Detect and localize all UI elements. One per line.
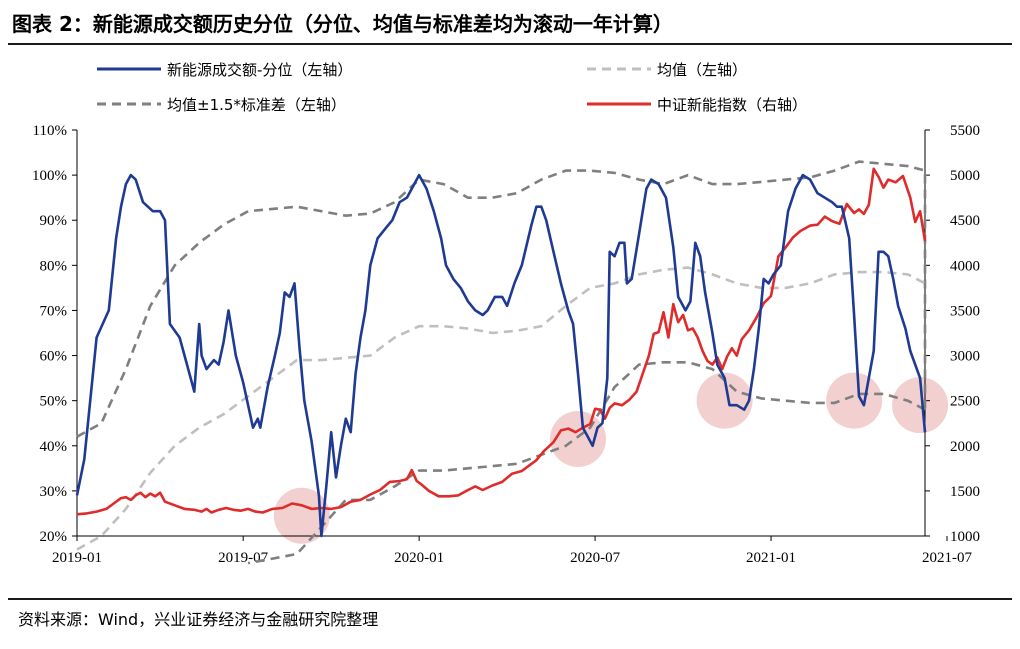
highlight-circle-3	[696, 372, 753, 429]
left-tick-label: 60%	[40, 349, 68, 365]
source-note: 资料来源：Wind，兴业证券经济与金融研究院整理	[18, 610, 379, 629]
right-tick-label: 2000	[950, 439, 980, 455]
left-tick-label: 80%	[40, 258, 68, 274]
series-band-lower	[247, 361, 926, 565]
title-rule	[8, 43, 1012, 45]
right-tick-label: 3000	[950, 349, 980, 365]
x-tick-label: 2020-01	[394, 550, 444, 566]
chart-canvas: 20% 30% 40% 50% 60% 70% 80% 90% 100% 110% 1000 1500…	[32, 61, 980, 566]
left-tick-label: 110%	[33, 123, 67, 139]
highlight-circle-2	[549, 411, 606, 468]
highlight-circle-1	[273, 487, 330, 544]
x-tick-label: 2020-07	[570, 550, 620, 566]
left-tick-label: 50%	[40, 394, 68, 410]
right-tick-label: 3500	[950, 303, 980, 319]
left-tick-label: 20%	[40, 529, 68, 545]
highlight-circle-4	[826, 372, 883, 429]
legend-label-index: 中证新能指数（右轴）	[657, 96, 807, 114]
left-tick-label: 100%	[32, 168, 67, 184]
right-tick-label: 2500	[950, 394, 980, 410]
left-tick-label: 40%	[40, 439, 68, 455]
highlight-circle-5	[892, 377, 949, 434]
right-tick-label: 1000	[950, 529, 980, 545]
legend-label-percentile: 新能源成交额-分位（左轴）	[167, 61, 352, 79]
chart-title: 图表 2：新能源成交额历史分位（分位、均值与标准差均为滚动一年计算）	[12, 12, 673, 36]
x-tick-label: 2019-07	[218, 550, 268, 566]
left-tick-label: 90%	[40, 213, 68, 229]
source-rule	[8, 598, 1012, 600]
x-tick-label: 2021-07	[922, 550, 972, 566]
right-tick-label: 4500	[950, 213, 980, 229]
x-tick-label: 2021-01	[746, 550, 796, 566]
right-tick-label: 5500	[950, 123, 980, 139]
left-tick-label: 30%	[40, 484, 68, 500]
x-tick-label: 2019-01	[52, 550, 102, 566]
right-tick-label: 5000	[950, 168, 980, 184]
legend-label-band: 均值±1.5*标准差（左轴）	[167, 96, 346, 114]
series-band-upper	[76, 160, 927, 438]
series-percentile	[75, 173, 927, 538]
right-tick-label: 4000	[950, 258, 980, 274]
series-mean	[76, 266, 926, 551]
right-tick-label: 1500	[950, 484, 980, 500]
series-index	[76, 167, 927, 516]
left-tick-label: 70%	[40, 303, 68, 319]
legend-label-mean: 均值（左轴）	[657, 61, 747, 79]
